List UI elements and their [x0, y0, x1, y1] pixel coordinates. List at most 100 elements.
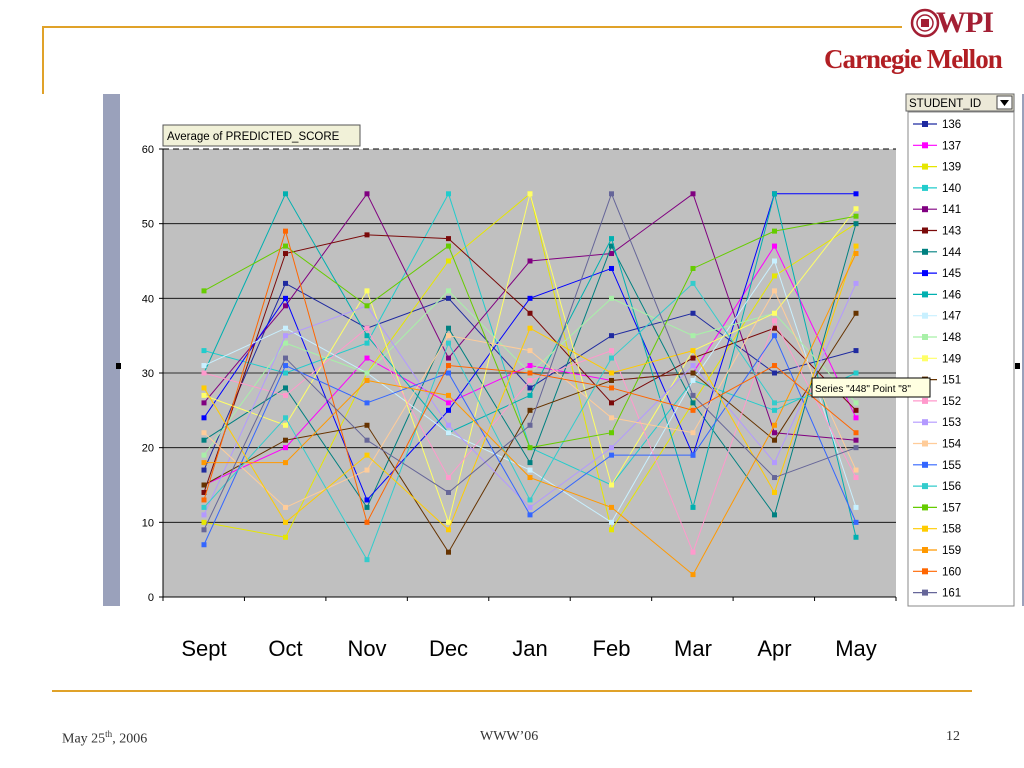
data-point[interactable]: [283, 422, 288, 428]
data-point[interactable]: [283, 340, 288, 346]
data-point[interactable]: [772, 228, 777, 234]
data-point[interactable]: [527, 325, 533, 331]
data-point[interactable]: [690, 430, 696, 436]
data-point[interactable]: [446, 407, 451, 413]
data-point[interactable]: [772, 400, 777, 406]
data-point[interactable]: [690, 355, 696, 361]
left-resize-handle[interactable]: [116, 363, 121, 369]
data-point[interactable]: [446, 363, 451, 369]
data-point[interactable]: [853, 213, 859, 219]
legend-item[interactable]: 154: [913, 439, 962, 451]
legend-item[interactable]: 137: [913, 140, 961, 152]
legend-item[interactable]: 140: [913, 183, 961, 195]
data-point[interactable]: [283, 333, 288, 339]
data-point[interactable]: [446, 258, 451, 264]
data-point[interactable]: [201, 370, 207, 376]
data-point[interactable]: [609, 333, 614, 339]
data-point[interactable]: [201, 400, 207, 406]
data-point[interactable]: [364, 504, 370, 510]
data-point[interactable]: [527, 445, 533, 451]
data-point[interactable]: [283, 191, 288, 197]
data-point[interactable]: [772, 325, 777, 331]
data-point[interactable]: [690, 549, 696, 555]
data-point[interactable]: [609, 430, 614, 436]
legend-item[interactable]: 143: [913, 226, 961, 238]
data-point[interactable]: [527, 467, 533, 473]
data-point[interactable]: [446, 243, 451, 249]
data-point[interactable]: [201, 363, 207, 369]
data-point[interactable]: [201, 415, 207, 421]
data-point[interactable]: [853, 280, 859, 286]
legend-item[interactable]: 141: [913, 204, 961, 216]
data-point[interactable]: [364, 467, 370, 473]
data-point[interactable]: [853, 534, 859, 540]
data-point[interactable]: [853, 251, 859, 257]
data-point[interactable]: [446, 430, 451, 436]
data-point[interactable]: [772, 191, 777, 197]
data-point[interactable]: [690, 191, 696, 197]
legend-item[interactable]: 145: [913, 268, 961, 280]
data-point[interactable]: [364, 288, 370, 294]
data-point[interactable]: [609, 504, 614, 510]
data-point[interactable]: [527, 258, 533, 264]
data-point[interactable]: [283, 534, 288, 540]
data-point[interactable]: [527, 504, 533, 510]
data-point[interactable]: [853, 400, 859, 406]
data-point[interactable]: [446, 325, 451, 331]
data-point[interactable]: [446, 288, 451, 294]
data-point[interactable]: [609, 348, 614, 354]
data-point[interactable]: [772, 273, 777, 279]
data-point[interactable]: [853, 310, 859, 316]
data-point[interactable]: [283, 504, 288, 510]
data-point[interactable]: [364, 303, 370, 309]
legend-item[interactable]: 159: [913, 545, 961, 557]
data-point[interactable]: [446, 392, 451, 398]
data-point[interactable]: [364, 370, 370, 376]
data-point[interactable]: [690, 310, 696, 316]
data-point[interactable]: [527, 295, 533, 301]
legend-item[interactable]: 156: [913, 481, 961, 493]
data-point[interactable]: [283, 370, 288, 376]
legend-item[interactable]: 139: [913, 162, 961, 174]
legend-item[interactable]: 147: [913, 311, 961, 323]
data-point[interactable]: [772, 370, 777, 376]
data-point[interactable]: [446, 355, 451, 361]
data-point[interactable]: [283, 437, 288, 443]
data-point[interactable]: [283, 280, 288, 286]
data-point[interactable]: [853, 437, 859, 443]
data-point[interactable]: [364, 557, 370, 563]
data-point[interactable]: [853, 243, 859, 249]
data-point[interactable]: [609, 400, 614, 406]
data-point[interactable]: [609, 482, 614, 488]
data-point[interactable]: [283, 392, 288, 398]
data-point[interactable]: [527, 370, 533, 376]
data-point[interactable]: [527, 497, 533, 503]
data-point[interactable]: [201, 482, 207, 488]
data-point[interactable]: [690, 572, 696, 578]
data-point[interactable]: [853, 445, 859, 451]
legend-item[interactable]: 160: [913, 566, 961, 578]
data-point[interactable]: [283, 355, 288, 361]
data-point[interactable]: [772, 407, 777, 413]
legend-item[interactable]: 161: [913, 588, 961, 600]
data-point[interactable]: [853, 430, 859, 436]
data-point[interactable]: [201, 497, 207, 503]
legend-field-dropdown[interactable]: STUDENT_ID: [905, 93, 1015, 112]
data-point[interactable]: [690, 400, 696, 406]
data-point[interactable]: [527, 377, 533, 383]
data-point[interactable]: [690, 504, 696, 510]
data-point[interactable]: [690, 370, 696, 376]
data-point[interactable]: [853, 504, 859, 510]
data-point[interactable]: [446, 400, 451, 406]
data-point[interactable]: [772, 437, 777, 443]
data-point[interactable]: [201, 452, 207, 458]
data-point[interactable]: [527, 512, 533, 518]
data-point[interactable]: [446, 370, 451, 376]
data-point[interactable]: [527, 310, 533, 316]
data-point[interactable]: [853, 348, 859, 354]
data-point[interactable]: [609, 236, 614, 242]
data-point[interactable]: [772, 333, 777, 339]
data-point[interactable]: [772, 310, 777, 316]
data-point[interactable]: [690, 377, 696, 383]
data-point[interactable]: [201, 527, 207, 533]
